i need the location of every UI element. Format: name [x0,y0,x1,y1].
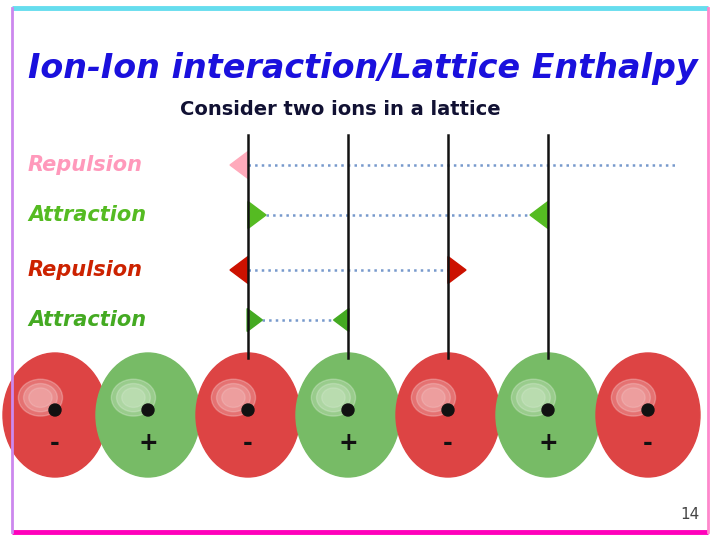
Text: Repulsion: Repulsion [28,260,143,280]
Ellipse shape [96,353,200,477]
Ellipse shape [317,383,351,411]
Ellipse shape [212,379,256,416]
Ellipse shape [396,353,500,477]
Polygon shape [247,308,262,332]
Ellipse shape [311,379,356,416]
Text: -: - [643,431,653,455]
Text: +: + [338,431,358,455]
Polygon shape [230,152,248,179]
Ellipse shape [516,383,550,411]
Ellipse shape [122,388,145,407]
Polygon shape [248,201,266,228]
Ellipse shape [411,379,456,416]
Ellipse shape [196,353,300,477]
Text: Repulsion: Repulsion [28,155,143,175]
Ellipse shape [622,388,645,407]
Text: -: - [50,431,60,455]
Circle shape [642,404,654,416]
Ellipse shape [117,383,150,411]
Circle shape [242,404,254,416]
Polygon shape [333,308,349,332]
Circle shape [142,404,154,416]
Text: Attraction: Attraction [28,310,146,330]
Ellipse shape [596,353,700,477]
Circle shape [49,404,61,416]
Ellipse shape [422,388,445,407]
Ellipse shape [222,388,245,407]
Text: 14: 14 [680,507,700,522]
Circle shape [542,404,554,416]
Text: Consider two ions in a lattice: Consider two ions in a lattice [180,100,500,119]
Text: +: + [538,431,558,455]
Circle shape [342,404,354,416]
Ellipse shape [322,388,345,407]
Ellipse shape [24,383,58,411]
Text: +: + [138,431,158,455]
Ellipse shape [296,353,400,477]
Ellipse shape [616,383,650,411]
Ellipse shape [522,388,545,407]
Polygon shape [448,256,466,284]
Ellipse shape [29,388,52,407]
Ellipse shape [511,379,556,416]
Polygon shape [230,256,248,284]
Text: -: - [243,431,253,455]
Text: -: - [443,431,453,455]
Ellipse shape [3,353,107,477]
Polygon shape [530,201,548,228]
Text: Attraction: Attraction [28,205,146,225]
Ellipse shape [611,379,655,416]
Ellipse shape [417,383,450,411]
Text: Ion-Ion interaction/Lattice Enthalpy: Ion-Ion interaction/Lattice Enthalpy [28,52,698,85]
Circle shape [442,404,454,416]
Ellipse shape [112,379,156,416]
Ellipse shape [496,353,600,477]
Ellipse shape [18,379,63,416]
Ellipse shape [217,383,251,411]
